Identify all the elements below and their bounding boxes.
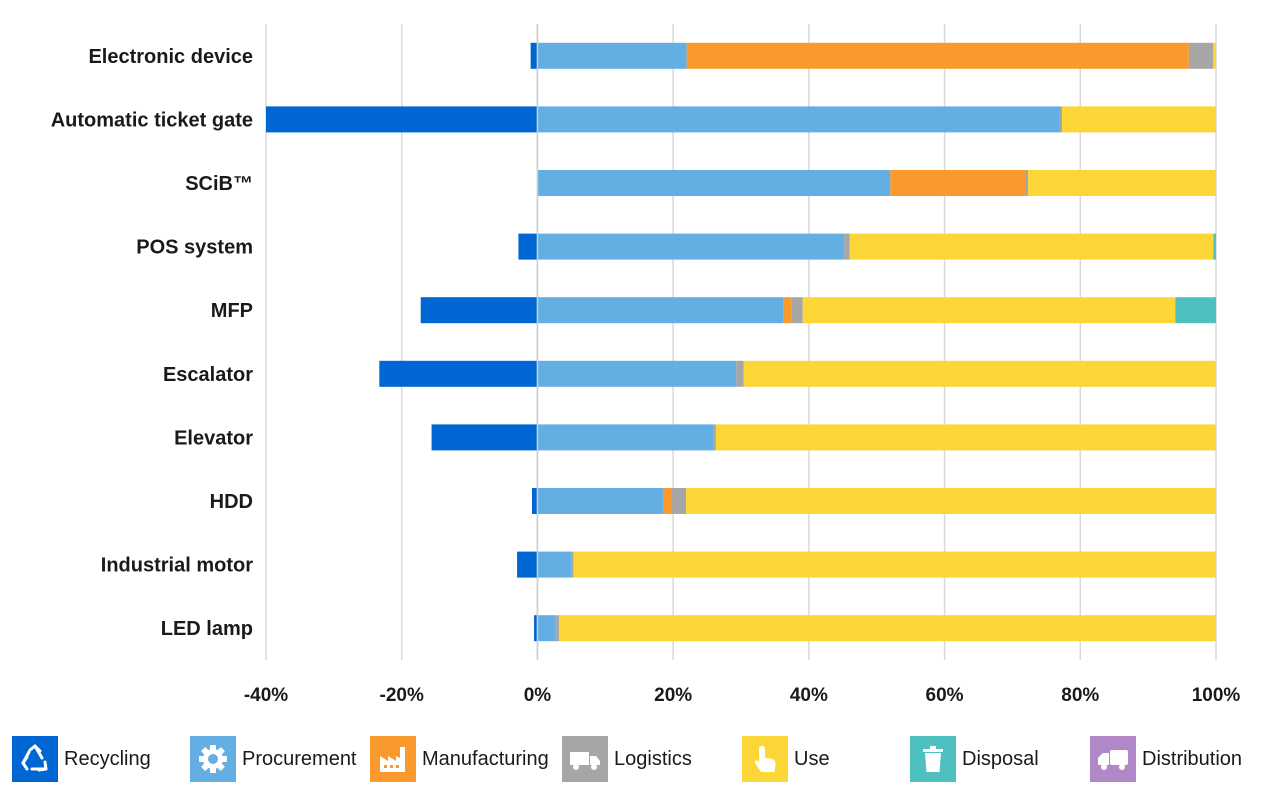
legend-label: Distribution: [1142, 747, 1243, 770]
category-label: LED lamp: [161, 618, 253, 640]
bar-segment-recycling: [517, 551, 538, 578]
category-label: MFP: [211, 300, 253, 322]
factory-icon: [370, 736, 416, 782]
legend-label: Logistics: [614, 747, 692, 770]
bar-segment-logistics: [1188, 42, 1214, 69]
recycle-icon: [12, 736, 58, 782]
bar-segment-logistics: [844, 233, 850, 260]
x-tick-label: 100%: [1192, 685, 1241, 706]
category-label: Industrial motor: [101, 555, 253, 577]
chart-legend: Recycling Procurement: [0, 733, 1280, 785]
bar-segment-use: [802, 297, 1176, 324]
bar-segment-logistics: [736, 360, 744, 387]
legend-item-use: Use: [742, 733, 830, 785]
x-tick-label: 40%: [790, 685, 828, 706]
bar-segment-manufacturing: [662, 488, 672, 514]
bar-segment-logistics: [713, 424, 716, 451]
bar-segment-procurement: [537, 615, 556, 642]
bar-segment-use: [743, 360, 1216, 387]
stacked-bar-chart: -40% -20% 0% 20% 40% 60% 80% 100% Electronic dev…: [51, 24, 1241, 706]
bar-segment-use: [1028, 170, 1216, 196]
legend-item-logistics: Logistics: [562, 733, 692, 785]
bar-segment-disposal: [1175, 297, 1216, 324]
bar-segment-use: [573, 551, 1216, 578]
x-tick-label: 20%: [654, 685, 692, 706]
bar-segment-logistics: [1026, 170, 1029, 196]
category-label: Electronic device: [88, 46, 253, 68]
category-label: Escalator: [163, 364, 253, 386]
bar-segment-logistics: [791, 297, 803, 324]
category-label: Automatic ticket gate: [51, 109, 253, 131]
legend-label: Manufacturing: [422, 747, 549, 770]
bar-segment-recycling: [431, 424, 538, 451]
bar-segment-use: [686, 488, 1216, 514]
legend-label: Procurement: [242, 747, 357, 770]
bar-segment-recycling: [420, 297, 538, 324]
bar-segment-manufacturing: [686, 42, 1189, 69]
x-tick-label: 60%: [926, 685, 964, 706]
bar-segment-use: [1061, 106, 1216, 133]
bar-segment-recycling: [534, 615, 538, 642]
legend-item-disposal: Disposal: [910, 733, 1039, 785]
bar-segment-manufacturing: [783, 297, 792, 324]
legend-label: Use: [794, 747, 830, 770]
bar-segment-procurement: [537, 233, 845, 260]
trash-can-icon: [910, 736, 956, 782]
category-label: HDD: [210, 491, 253, 513]
bar-segment-procurement: [537, 297, 784, 324]
bar-segment-manufacturing: [890, 170, 1026, 196]
bar-segment-logistics: [571, 551, 574, 578]
gear-icon: [190, 736, 236, 782]
x-tick-label: 80%: [1061, 685, 1099, 706]
category-label: POS system: [136, 237, 253, 259]
category-label: Elevator: [174, 427, 253, 449]
x-tick-label: -40%: [244, 685, 288, 706]
bar-segment-recycling: [266, 106, 538, 133]
legend-item-procurement: Procurement: [190, 733, 357, 785]
bar-segment-logistics: [555, 615, 560, 642]
truck-icon: [562, 736, 608, 782]
bar-segment-logistics: [671, 488, 687, 514]
bar-segment-procurement: [537, 424, 714, 451]
bar-segment-use: [849, 233, 1214, 260]
bar-segment-procurement: [537, 42, 687, 69]
x-tick-label: -20%: [380, 685, 424, 706]
hand-pointer-icon: [742, 736, 788, 782]
legend-label: Recycling: [64, 747, 151, 770]
legend-label: Disposal: [962, 747, 1039, 770]
bar-segment-recycling: [532, 488, 538, 514]
bar-segment-recycling: [379, 360, 538, 387]
bar-segment-procurement: [537, 360, 737, 387]
bar-segment-procurement: [537, 106, 1060, 133]
bar-segment-recycling: [518, 233, 538, 260]
legend-item-manufacturing: Manufacturing: [370, 733, 549, 785]
bar-segment-recycling: [530, 42, 538, 69]
bar-segment-procurement: [537, 170, 891, 196]
garbage-truck-icon: [1090, 736, 1136, 782]
bar-segment-logistics: [1059, 106, 1062, 133]
bar-segment-procurement: [537, 488, 663, 514]
bar-segment-use: [715, 424, 1216, 451]
x-tick-label: 0%: [524, 685, 552, 706]
legend-item-distribution: Distribution: [1090, 733, 1242, 785]
bar-segment-disposal: [1213, 233, 1216, 260]
legend-item-recycling: Recycling: [12, 733, 151, 785]
bar-segment-use: [1213, 42, 1216, 69]
bar-segment-procurement: [537, 551, 572, 578]
bar-segment-use: [559, 615, 1216, 642]
category-label: SCiB™: [185, 173, 253, 195]
